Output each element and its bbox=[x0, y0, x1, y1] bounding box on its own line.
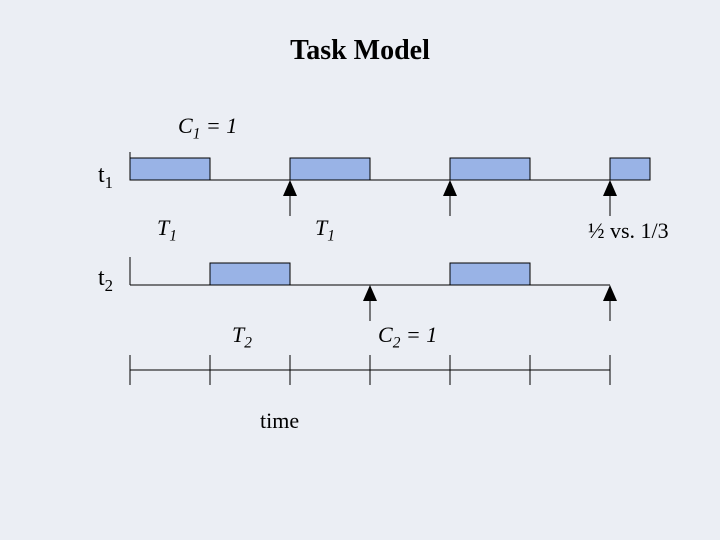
t1-label-a: T1 bbox=[157, 215, 177, 245]
tau1-label: t1 bbox=[98, 162, 113, 193]
c1-label: C1 = 1 bbox=[178, 113, 237, 143]
t2-label: T2 bbox=[232, 322, 252, 352]
c2-label: C2 = 1 bbox=[378, 322, 437, 352]
ratio-label: ½ vs. 1/3 bbox=[588, 218, 669, 244]
t1-label-b: T1 bbox=[315, 215, 335, 245]
time-axis-label: time bbox=[260, 408, 299, 434]
tau2-label: t2 bbox=[98, 265, 113, 296]
